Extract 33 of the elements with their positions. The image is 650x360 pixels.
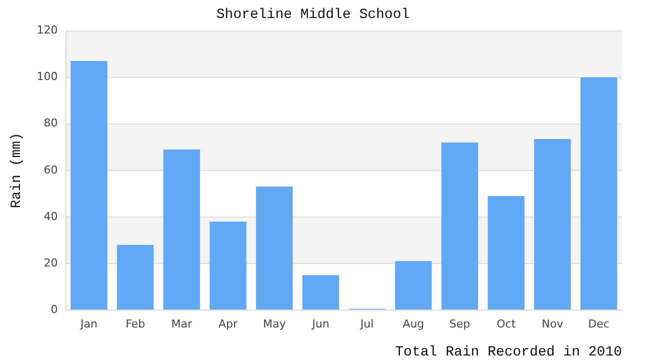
bar: [441, 142, 478, 310]
bar: [256, 186, 293, 310]
bar: [70, 61, 108, 310]
x-tick-label: Mar: [171, 317, 193, 330]
x-tick-label: Jun: [311, 317, 330, 330]
bar: [488, 196, 524, 310]
x-tick-label: Dec: [588, 317, 610, 330]
x-tick-label: Jan: [79, 317, 98, 330]
bar: [302, 275, 340, 310]
y-tick-label: 0: [50, 302, 58, 316]
x-axis-title: Total Rain Recorded in 2010: [395, 344, 622, 360]
y-tick-label: 120: [36, 24, 58, 37]
y-tick-label: 80: [44, 116, 58, 130]
bar: [534, 138, 571, 310]
bar: [395, 261, 432, 310]
bar: [210, 222, 246, 310]
x-tick-label: Oct: [496, 317, 516, 330]
y-tick-label: 40: [44, 210, 58, 223]
bar: [163, 149, 200, 310]
x-tick-label: Nov: [542, 317, 564, 330]
x-tick-label: Feb: [126, 317, 146, 330]
y-tick-label: 60: [44, 163, 58, 176]
bar: [580, 77, 618, 310]
x-tick-label: Apr: [218, 317, 238, 330]
y-tick-label: 100: [36, 70, 58, 84]
chart-title: Shoreline Middle School: [216, 7, 410, 24]
x-tick-label: Sep: [449, 317, 470, 330]
x-tick-label: May: [262, 317, 286, 330]
y-axis-title: Rain (mm): [9, 132, 26, 208]
bar: [116, 244, 154, 310]
x-tick-label: Aug: [402, 317, 424, 330]
x-tick-label: Jul: [359, 317, 374, 330]
y-tick-label: 20: [44, 256, 58, 270]
